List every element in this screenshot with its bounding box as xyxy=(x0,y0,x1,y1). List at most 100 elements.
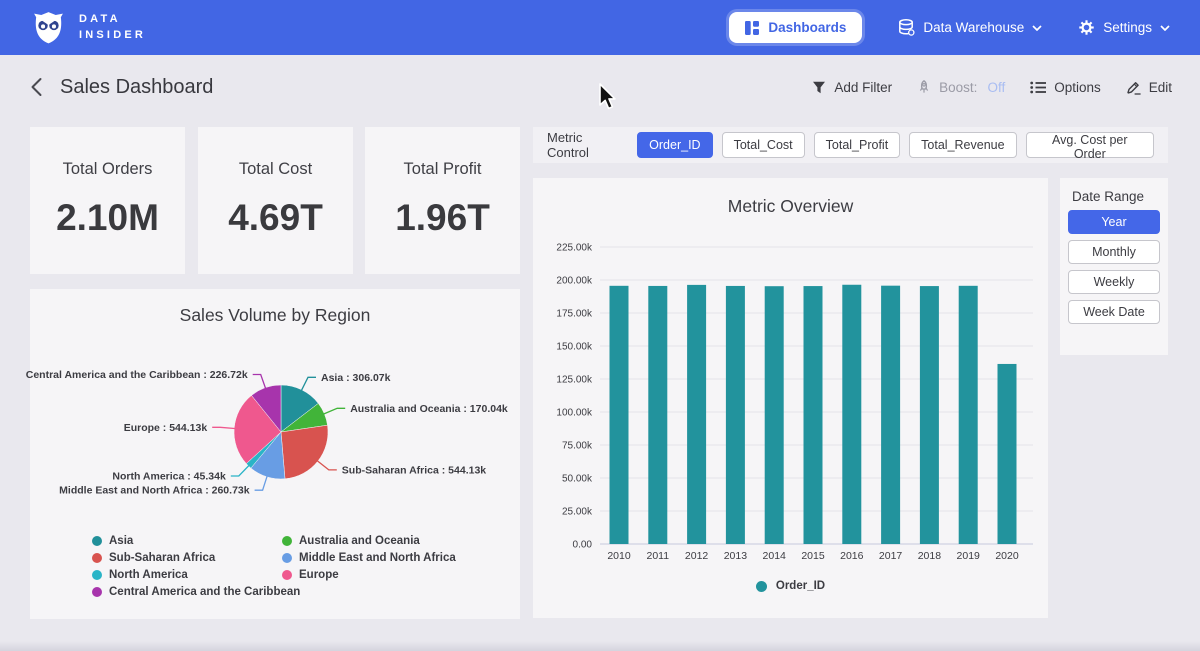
bar-2018[interactable] xyxy=(920,286,939,544)
data-warehouse-label: Data Warehouse xyxy=(923,20,1024,35)
legend-item-north-america[interactable]: North America xyxy=(92,569,300,581)
legend-dot xyxy=(92,587,102,597)
x-axis-tick: 2019 xyxy=(957,550,981,562)
bar-2016[interactable] xyxy=(842,285,861,544)
settings-button[interactable]: Settings xyxy=(1078,19,1170,36)
kpi-card-total-profit: Total Profit 1.96T xyxy=(365,127,520,274)
metric-control-label: Metric Control xyxy=(547,130,623,160)
boost-toggle[interactable]: Boost: Off xyxy=(917,80,1005,95)
bar-2019[interactable] xyxy=(959,286,978,544)
legend-item-middle-east-and-north-africa[interactable]: Middle East and North Africa xyxy=(282,552,456,564)
owl-logo-icon xyxy=(30,9,67,46)
pie-legend-column-2: Australia and Oceania Middle East and Nor… xyxy=(282,535,456,581)
bar-2012[interactable] xyxy=(687,285,706,544)
dashboards-label: Dashboards xyxy=(768,20,846,35)
bar-chart[interactable]: 0.0025.00k50.00k75.00k100.00k125.00k150.… xyxy=(533,178,1048,618)
dashboards-button[interactable]: Dashboards xyxy=(729,12,862,43)
pie-slice-sub-saharan-africa[interactable] xyxy=(281,425,328,479)
legend-dot xyxy=(282,570,292,580)
date-range-weekly-button[interactable]: Weekly xyxy=(1068,270,1160,294)
legend-label: Europe xyxy=(299,569,339,581)
x-axis-tick: 2012 xyxy=(685,550,709,562)
bar-2017[interactable] xyxy=(881,286,900,544)
edit-button[interactable]: Edit xyxy=(1126,80,1172,95)
kpi-value: 1.96T xyxy=(365,197,520,239)
legend-label: Order_ID xyxy=(776,580,825,592)
pie-label-line xyxy=(316,460,337,470)
kpi-label: Total Orders xyxy=(30,160,185,179)
date-range-monthly-button[interactable]: Monthly xyxy=(1068,240,1160,264)
bar-2015[interactable] xyxy=(804,286,823,544)
app-root: DATA INSIDER Dashboards D xyxy=(0,0,1200,651)
y-axis-tick: 25.00k xyxy=(562,507,593,518)
data-warehouse-button[interactable]: Data Warehouse xyxy=(898,19,1042,36)
kpi-label: Total Cost xyxy=(198,160,353,179)
date-range-year-button[interactable]: Year xyxy=(1068,210,1160,234)
x-axis-tick: 2018 xyxy=(918,550,942,562)
bar-2014[interactable] xyxy=(765,286,784,544)
date-range-week-date-button[interactable]: Week Date xyxy=(1068,300,1160,324)
pie-label-line xyxy=(231,465,250,477)
kpi-card-total-cost: Total Cost 4.69T xyxy=(198,127,353,274)
y-axis-tick: 150.00k xyxy=(556,342,593,353)
legend-dot xyxy=(282,536,292,546)
x-axis-tick: 2016 xyxy=(840,550,864,562)
metric-button-total-revenue[interactable]: Total_Revenue xyxy=(909,132,1016,158)
options-button[interactable]: Options xyxy=(1030,80,1101,95)
pie-chart[interactable]: Asia : 306.07kAustralia and Oceania : 17… xyxy=(30,325,520,529)
add-filter-label: Add Filter xyxy=(834,80,892,95)
x-axis-tick: 2010 xyxy=(607,550,631,562)
settings-label: Settings xyxy=(1103,20,1152,35)
back-button[interactable] xyxy=(26,73,47,101)
bar-2013[interactable] xyxy=(726,286,745,544)
pencil-icon xyxy=(1126,80,1141,95)
legend-label: Central America and the Caribbean xyxy=(109,586,300,598)
x-axis-tick: 2015 xyxy=(801,550,825,562)
legend-item-australia-and-oceania[interactable]: Australia and Oceania xyxy=(282,535,456,547)
add-filter-button[interactable]: Add Filter xyxy=(812,80,892,95)
legend-label: North America xyxy=(109,569,188,581)
legend-item-europe[interactable]: Europe xyxy=(282,569,456,581)
y-axis-tick: 0.00 xyxy=(573,540,593,551)
bar-2020[interactable] xyxy=(998,364,1017,544)
bar-2010[interactable] xyxy=(610,286,629,544)
brand[interactable]: DATA INSIDER xyxy=(30,9,146,46)
y-axis-tick: 225.00k xyxy=(556,243,593,254)
legend-item-sub-saharan-africa[interactable]: Sub-Saharan Africa xyxy=(92,552,300,564)
bar-chart-legend[interactable]: Order_ID xyxy=(533,580,1048,592)
kpi-value: 4.69T xyxy=(198,197,353,239)
metric-button-avg-cost-per-order[interactable]: Avg. Cost per Order xyxy=(1026,132,1154,158)
legend-dot xyxy=(92,536,102,546)
date-range-panel: Date Range Year Monthly Weekly Week Date xyxy=(1060,178,1168,355)
rocket-icon xyxy=(917,80,931,94)
y-axis-tick: 200.00k xyxy=(556,276,593,287)
pie-slice-label: Central America and the Caribbean : 226.… xyxy=(26,369,248,381)
kpi-label: Total Profit xyxy=(365,160,520,179)
page-bar: Sales Dashboard Add Filter Boost: Off xyxy=(0,55,1200,119)
pie-slice-label: Middle East and North Africa : 260.73k xyxy=(59,485,250,497)
kpi-value: 2.10M xyxy=(30,197,185,239)
legend-label: Asia xyxy=(109,535,133,547)
legend-item-central-america-and-the-caribbean[interactable]: Central America and the Caribbean xyxy=(92,586,300,598)
legend-label: Middle East and North Africa xyxy=(299,552,456,564)
bar-2011[interactable] xyxy=(648,286,667,544)
x-axis-tick: 2017 xyxy=(879,550,903,562)
chevron-down-icon xyxy=(1160,25,1170,31)
metric-button-order-id[interactable]: Order_ID xyxy=(637,132,712,158)
pie-label-line xyxy=(255,475,268,490)
x-axis-tick: 2014 xyxy=(763,550,787,562)
metric-button-total-profit[interactable]: Total_Profit xyxy=(814,132,901,158)
options-label: Options xyxy=(1054,80,1101,95)
brand-line1: DATA xyxy=(79,12,146,28)
pie-legend-column-1: Asia Sub-Saharan Africa North America Centr… xyxy=(92,535,300,598)
boost-label: Boost: xyxy=(939,80,977,95)
kpi-card-total-orders: Total Orders 2.10M xyxy=(30,127,185,274)
pie-label-line xyxy=(301,377,316,391)
legend-item-asia[interactable]: Asia xyxy=(92,535,300,547)
pie-slice-label: Sub-Saharan Africa : 544.13k xyxy=(342,464,486,476)
legend-dot xyxy=(92,570,102,580)
x-axis-tick: 2011 xyxy=(647,550,670,562)
metric-button-total-cost[interactable]: Total_Cost xyxy=(722,132,805,158)
sales-volume-card: Sales Volume by Region Asia : 306.07kAus… xyxy=(30,289,520,619)
pie-label-line xyxy=(323,408,346,414)
